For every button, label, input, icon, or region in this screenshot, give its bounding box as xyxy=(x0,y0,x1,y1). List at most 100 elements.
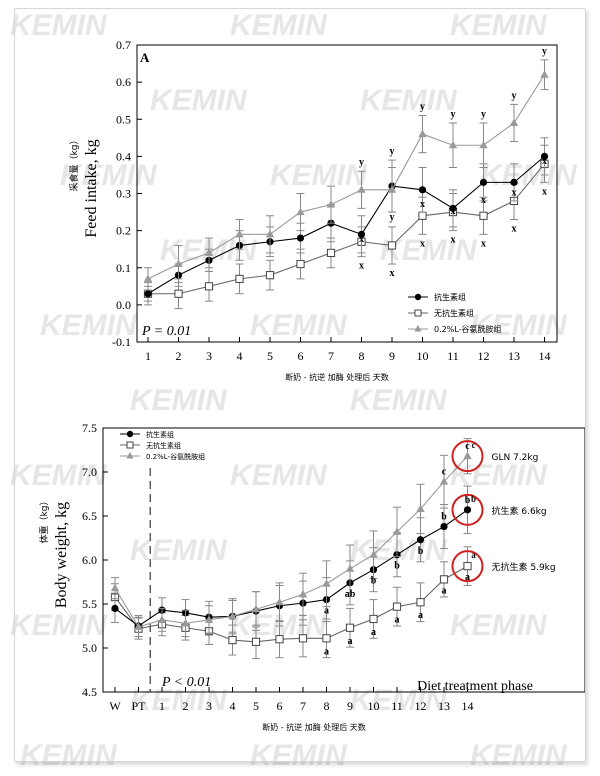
data-point xyxy=(449,204,457,212)
x-tick-label: 2 xyxy=(183,699,189,713)
significance-label: y xyxy=(390,212,395,223)
significance-label: x xyxy=(542,186,547,197)
x-tick-label: 3 xyxy=(206,349,212,363)
y-tick-label: 0.2 xyxy=(116,224,131,238)
data-point xyxy=(540,70,549,78)
x-tick-label: 8 xyxy=(359,349,365,363)
significance-label: ab xyxy=(345,589,356,600)
x-tick-label: 1 xyxy=(145,349,151,363)
y-tick-label: 7.0 xyxy=(82,465,97,479)
callout-label: 无抗生素 5.9kg xyxy=(492,561,556,573)
data-point xyxy=(204,248,214,256)
x-tick-label: 8 xyxy=(324,699,330,713)
series-line xyxy=(114,509,468,627)
data-point xyxy=(369,614,378,624)
significance-label: a xyxy=(395,615,400,626)
y-tick-label: 0.0 xyxy=(116,298,131,312)
data-point xyxy=(416,598,425,607)
significance-label: a xyxy=(371,627,376,638)
data-point xyxy=(357,185,366,193)
data-point xyxy=(322,579,331,587)
legend-label: 无抗生素组 xyxy=(146,441,181,450)
significance-labels: y x x y x y y x x y x x y x x y x x y x x xyxy=(359,46,547,279)
callout-label: 抗生素 6.6kg xyxy=(492,505,547,517)
data-point xyxy=(416,504,425,512)
data-point xyxy=(181,618,190,627)
watermark-text: KEMIN xyxy=(230,459,328,492)
data-point xyxy=(251,637,261,646)
x-tick-label: 13 xyxy=(508,349,520,363)
watermark-layer: KEMIN KEMIN KEMIN KEMIN KEMIN KEMIN KEMIN KEMIN… xyxy=(10,9,578,772)
significance-label: x xyxy=(512,188,517,199)
x-axis-label-cn: 断奶 - 抗逆 加酶 处理后 天数 xyxy=(262,722,366,732)
series-3 xyxy=(110,438,472,638)
series-line xyxy=(114,565,468,643)
legend-label: 0.2%L-谷氨酰胺组 xyxy=(146,452,205,461)
x-tick-label: 12 xyxy=(415,699,427,713)
legend-marker xyxy=(126,441,134,449)
data-point xyxy=(265,229,275,238)
x-tick-label: 12 xyxy=(478,349,490,363)
data-point xyxy=(357,230,366,238)
callout-letter: a xyxy=(471,550,476,560)
panel-letter: A xyxy=(140,50,150,65)
highlight-circle xyxy=(451,440,484,473)
watermark-text: KEMIN xyxy=(350,534,448,567)
series-3 xyxy=(143,59,549,291)
data-point xyxy=(111,604,119,613)
significance-label: x xyxy=(359,234,364,245)
x-tick-label: 7 xyxy=(300,699,306,713)
series-line xyxy=(147,74,545,280)
watermark-text: KEMIN xyxy=(150,84,248,117)
x-tick-label: PT xyxy=(131,699,146,713)
significance-label: y xyxy=(420,102,425,113)
data-point xyxy=(326,200,336,208)
data-point xyxy=(174,259,183,268)
y-tick-label: -0.1 xyxy=(112,335,131,349)
watermark-text: KEMIN xyxy=(130,384,228,417)
watermark-text: KEMIN xyxy=(380,234,478,267)
data-point xyxy=(174,289,183,298)
legend-label: 无抗生素组 xyxy=(434,308,474,318)
watermark-text: KEMIN xyxy=(250,739,348,771)
x-tick-label: 10 xyxy=(417,349,429,363)
significance-label: a xyxy=(324,606,329,617)
significance-label: a xyxy=(418,610,423,621)
x-tick-label: 3 xyxy=(206,699,212,713)
p-value-label: P < 0.01 xyxy=(161,675,211,690)
data-point xyxy=(144,290,152,298)
watermark-text: KEMIN xyxy=(10,609,108,642)
data-point xyxy=(509,118,519,126)
y-axis-label: Feed intake, kg xyxy=(83,139,100,237)
legend-marker xyxy=(414,325,422,332)
watermark-text: KEMIN xyxy=(20,739,118,771)
y-tick-label: 4.5 xyxy=(82,685,97,699)
data-point xyxy=(275,635,284,644)
watermark-text: KEMIN xyxy=(480,159,578,192)
data-point xyxy=(463,562,472,571)
y-tick-label: 0.1 xyxy=(116,261,131,275)
significance-label: x xyxy=(512,223,517,234)
data-point xyxy=(479,211,488,220)
watermark-text: KEMIN xyxy=(450,609,548,642)
phase-label: Diet treatment phase xyxy=(417,679,533,694)
significance-label: x xyxy=(359,261,364,272)
chart-panel-2: 4.55.05.56.06.57.07.5W PT 1 2 3 4 5 6 7 8 9 10 11 12 1… xyxy=(38,421,586,732)
data-point xyxy=(204,282,214,291)
watermark-text: KEMIN xyxy=(360,84,458,117)
data-point xyxy=(228,635,237,645)
callout-letter: c xyxy=(472,440,476,450)
significance-label: b xyxy=(418,546,424,557)
data-point xyxy=(204,615,214,623)
watermark-text: KEMIN xyxy=(230,9,328,42)
y-tick-label: 6.5 xyxy=(82,509,97,523)
data-point xyxy=(296,234,305,242)
data-point xyxy=(251,604,261,613)
data-point xyxy=(265,271,275,280)
significance-label: x xyxy=(451,206,456,217)
data-point xyxy=(298,634,308,643)
significance-label: x xyxy=(420,238,425,249)
x-tick-label: 10 xyxy=(368,699,380,713)
